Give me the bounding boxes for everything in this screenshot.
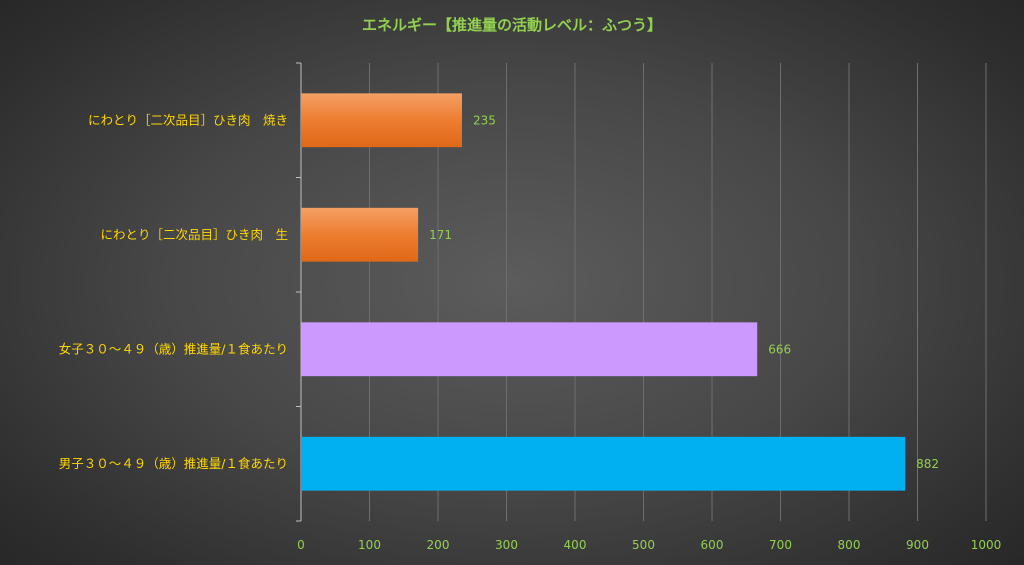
- x-tick-label: 900: [906, 538, 929, 552]
- x-tick-label: 400: [564, 538, 587, 552]
- data-label: 666: [768, 342, 791, 356]
- bars: [301, 93, 906, 491]
- category-label: にわとり［二次品目］ひき肉 生: [100, 227, 288, 242]
- x-tick-label: 700: [769, 538, 792, 552]
- x-tick-label: 300: [495, 538, 518, 552]
- data-label: 235: [473, 113, 496, 127]
- x-tick-label: 200: [427, 538, 450, 552]
- x-tick-label: 600: [701, 538, 724, 552]
- bar: [301, 93, 462, 148]
- bar: [301, 322, 758, 377]
- category-label: 女子３０～４９（歳）推進量/１食あたり: [59, 341, 288, 356]
- category-label: にわとり［二次品目］ひき肉 焼き: [88, 112, 288, 127]
- chart-title: エネルギー【推進量の活動レベル：ふつう】: [361, 16, 662, 34]
- bar: [301, 207, 419, 262]
- x-tick-label: 800: [838, 538, 861, 552]
- x-tick-label: 100: [358, 538, 381, 552]
- x-tick-label: 500: [632, 538, 655, 552]
- category-label: 男子３０～４９（歳）推進量/１食あたり: [59, 456, 288, 471]
- x-tick-label: 0: [297, 538, 305, 552]
- y-axis: [296, 62, 302, 522]
- data-label: 171: [429, 228, 452, 242]
- bar: [301, 436, 906, 491]
- x-tick-label: 1000: [971, 538, 1002, 552]
- data-label: 882: [916, 457, 939, 471]
- labels: 0 100 200 300 400 500 600 700 800 900 1000 にわとり［二次品…: [59, 112, 1001, 552]
